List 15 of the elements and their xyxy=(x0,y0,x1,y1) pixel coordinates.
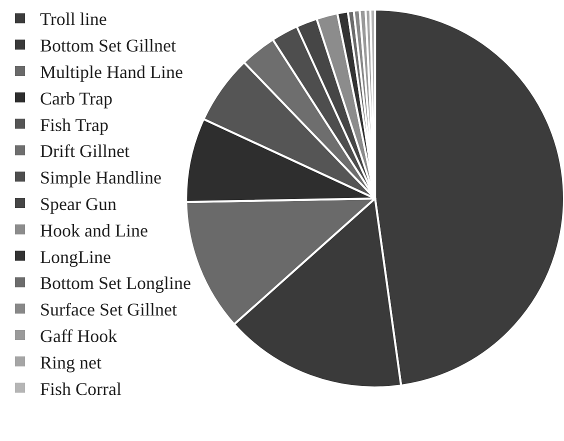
legend-label: Troll line xyxy=(40,9,107,30)
legend-label: Simple Handline xyxy=(40,168,162,188)
legend-label: Spear Gun xyxy=(40,194,116,214)
legend-label: Fish Trap xyxy=(40,114,109,135)
legend-label: Carb Trap xyxy=(40,88,113,108)
legend-label: Hook and Line xyxy=(40,220,148,240)
legend-label: Multiple Hand Line xyxy=(40,62,183,82)
legend-label: Fish Corral xyxy=(40,378,122,399)
legend-label: LongLine xyxy=(40,246,111,267)
legend-label: Drift Gillnet xyxy=(40,141,130,162)
legend-label: Bottom Set Gillnet xyxy=(40,36,176,56)
legend-label: Surface Set Gillnet xyxy=(40,300,177,320)
legend-label: Bottom Set Longline xyxy=(40,273,192,294)
legend-label: Ring net xyxy=(40,352,102,372)
legend-label: Gaff Hook xyxy=(40,326,118,346)
